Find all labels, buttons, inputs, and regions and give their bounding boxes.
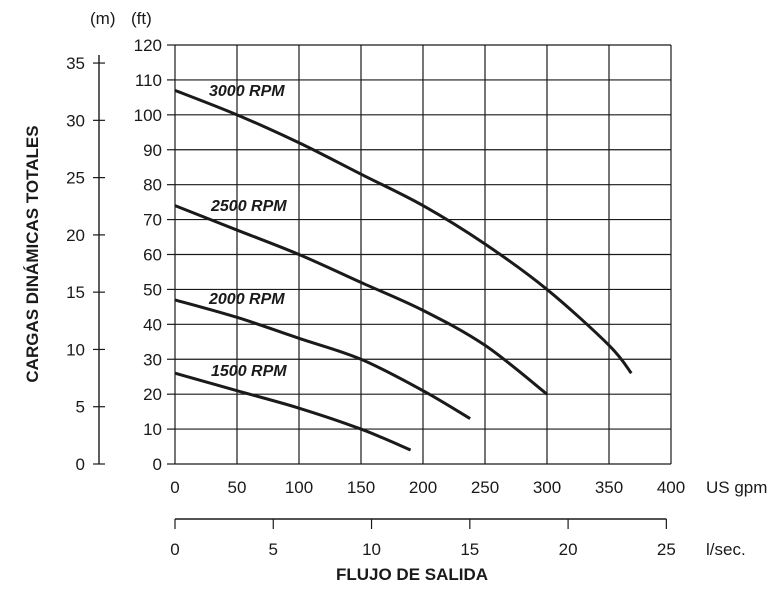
axes xyxy=(93,44,667,529)
y-m-tick-label-25: 25 xyxy=(66,169,85,188)
grid xyxy=(174,44,672,465)
y-ft-tick-label-40: 40 xyxy=(143,315,162,334)
x-unit-lsec: l/sec. xyxy=(706,540,746,559)
x-gpm-tick-label-300: 300 xyxy=(533,478,561,497)
x-gpm-tick-label-350: 350 xyxy=(595,478,623,497)
y-ft-tick-label-100: 100 xyxy=(134,106,162,125)
y-m-tick-label-30: 30 xyxy=(66,111,85,130)
x-gpm-tick-label-250: 250 xyxy=(471,478,499,497)
y-ft-tick-label-0: 0 xyxy=(153,455,162,474)
y-ft-tick-label-30: 30 xyxy=(143,350,162,369)
y-m-tick-label-20: 20 xyxy=(66,226,85,245)
curve-label-2000-rpm: 2000 RPM xyxy=(208,291,285,308)
y-ft-tick-label-20: 20 xyxy=(143,385,162,404)
curve-label-1500-rpm: 1500 RPM xyxy=(211,363,287,380)
x-lsec-tick-label-0: 0 xyxy=(170,540,179,559)
y-ft-tick-label-70: 70 xyxy=(143,211,162,230)
y-ft-tick-label-10: 10 xyxy=(143,420,162,439)
y-m-tick-label-10: 10 xyxy=(66,340,85,359)
x-unit-gpm: US gpm xyxy=(706,478,767,497)
curve-3000-rpm xyxy=(174,88,633,375)
curve-label-2500-rpm: 2500 RPM xyxy=(210,198,287,215)
curve-1500-rpm xyxy=(174,371,412,452)
y-m-tick-label-5: 5 xyxy=(76,398,85,417)
x-gpm-tick-label-200: 200 xyxy=(409,478,437,497)
x-lsec-tick-label-25: 25 xyxy=(657,540,676,559)
y-ft-tick-label-120: 120 xyxy=(134,36,162,55)
y-m-tick-label-35: 35 xyxy=(66,54,85,73)
y-ft-tick-label-90: 90 xyxy=(143,141,162,160)
x-gpm-tick-label-0: 0 xyxy=(170,478,179,497)
y-axis-title: CARGAS DINÁMICAS TOTALES xyxy=(23,125,42,382)
y-ft-tick-label-110: 110 xyxy=(135,71,162,90)
y-unit-m: (m) xyxy=(90,9,115,28)
y-ft-tick-label-50: 50 xyxy=(143,280,162,299)
x-gpm-tick-label-50: 50 xyxy=(228,478,247,497)
labels: 0102030405060708090100110120051015202530… xyxy=(66,36,685,559)
y-ft-tick-label-60: 60 xyxy=(143,246,162,265)
curve-2000-rpm xyxy=(174,298,471,420)
x-gpm-tick-label-150: 150 xyxy=(347,478,375,497)
curves xyxy=(174,88,633,452)
x-lsec-tick-label-20: 20 xyxy=(559,540,578,559)
x-lsec-tick-label-15: 15 xyxy=(460,540,479,559)
x-axis-title: FLUJO DE SALIDA xyxy=(336,565,488,584)
x-gpm-tick-label-400: 400 xyxy=(657,478,685,497)
curve-label-3000-rpm: 3000 RPM xyxy=(209,83,285,100)
curve-2500-rpm xyxy=(174,204,548,396)
y-unit-ft: (ft) xyxy=(131,9,152,28)
y-m-tick-label-15: 15 xyxy=(66,283,85,302)
y-m-tick-label-0: 0 xyxy=(76,455,85,474)
x-lsec-tick-label-5: 5 xyxy=(269,540,278,559)
x-lsec-tick-label-10: 10 xyxy=(362,540,381,559)
x-gpm-tick-label-100: 100 xyxy=(285,478,313,497)
y-ft-tick-label-80: 80 xyxy=(143,176,162,195)
